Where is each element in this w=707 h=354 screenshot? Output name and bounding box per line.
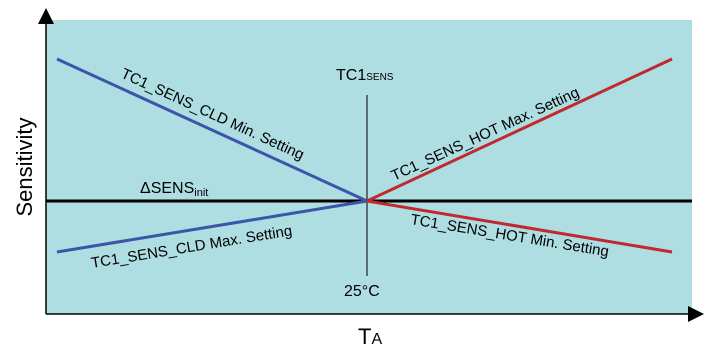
hot-min-line	[366, 199, 673, 254]
center-top-label: TC1SENS	[336, 67, 394, 84]
center-bottom-label: 25°C	[344, 283, 380, 300]
x-axis-label: TA	[358, 324, 382, 349]
cld-max-line	[56, 199, 368, 254]
cld-min-line	[56, 57, 368, 203]
x-axis-arrow	[688, 306, 704, 322]
y-axis-label: Sensitivity	[12, 117, 37, 216]
hot-max-line	[366, 57, 673, 203]
baseline-label: ΔSENSinit	[140, 180, 208, 199]
y-axis-arrow	[38, 8, 54, 24]
plot-area	[46, 20, 692, 314]
